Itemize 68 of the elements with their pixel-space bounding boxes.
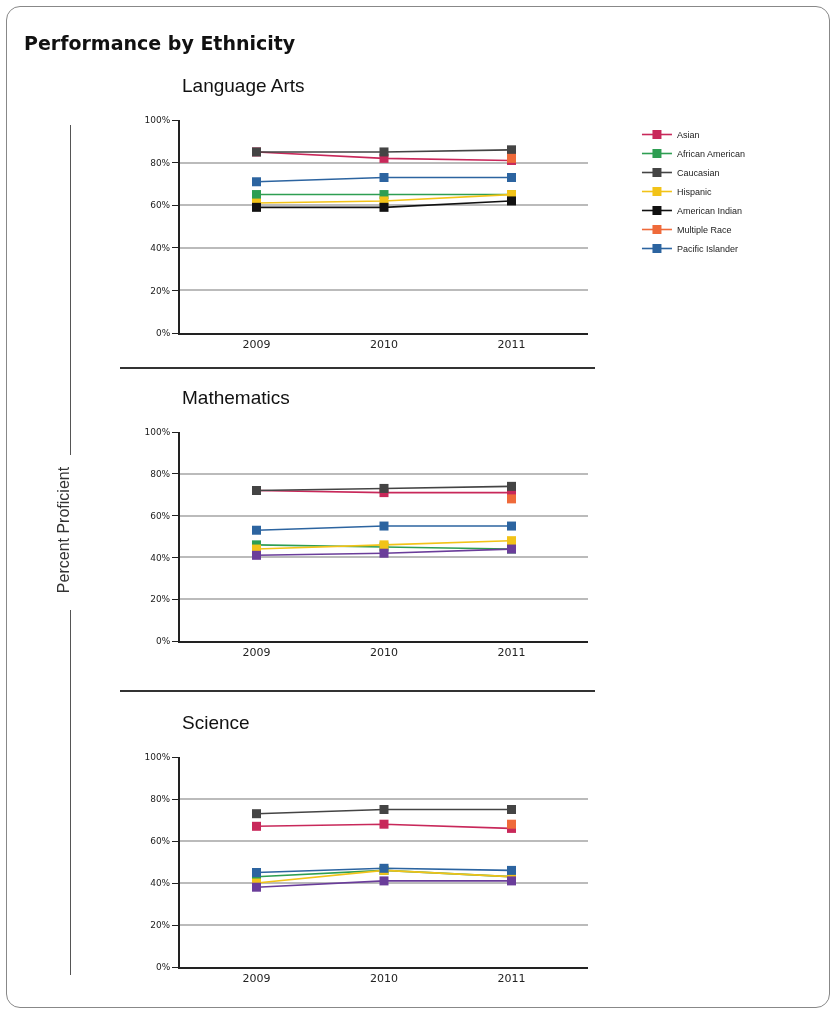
point: [379, 147, 389, 157]
x-tick-label: 2009: [242, 646, 271, 660]
chart-subtitle: Science: [182, 712, 250, 733]
point: [252, 202, 261, 212]
x-tick-label: 2011: [497, 646, 526, 660]
point: [252, 809, 261, 819]
point: [252, 868, 261, 877]
y-tick-label: 20%: [150, 594, 171, 605]
point: [507, 876, 516, 886]
chart-title: Performance by Ethnicity: [24, 31, 296, 54]
y-tick-label: 20%: [150, 285, 171, 296]
y-tick-label: 80%: [150, 157, 171, 168]
legend-label: Multiple Race: [676, 225, 732, 236]
point: [379, 483, 389, 493]
point: [507, 196, 516, 206]
y-tick-label: 80%: [150, 468, 171, 479]
legend-label: Asian: [676, 130, 700, 141]
point: [507, 805, 516, 814]
point: [252, 821, 261, 831]
x-tick-label: 2009: [242, 338, 271, 352]
x-tick-label: 2010: [370, 338, 398, 352]
y-tick-label: 40%: [150, 878, 171, 889]
point: [379, 173, 389, 183]
point: [507, 481, 516, 491]
point: [379, 202, 389, 212]
y-tick-label: 60%: [150, 836, 171, 847]
point: [379, 876, 389, 886]
point: [252, 190, 261, 200]
point: [507, 819, 516, 829]
y-tick-label: 0%: [155, 328, 171, 339]
x-tick-label: 2010: [370, 972, 398, 986]
x-tick-label: 2011: [497, 972, 526, 986]
legend-label: Pacific Islander: [676, 244, 738, 255]
point: [379, 819, 389, 829]
point: [252, 177, 261, 187]
y-tick-label: 100%: [144, 427, 171, 438]
point: [252, 525, 261, 535]
point: [507, 521, 516, 531]
point: [252, 882, 261, 892]
x-tick-label: 2011: [497, 338, 526, 352]
chart-subtitle: Mathematics: [182, 387, 290, 408]
point: [252, 550, 261, 560]
y-tick-label: 40%: [150, 552, 171, 563]
legend-label: Caucasian: [676, 168, 720, 179]
point: [507, 865, 516, 875]
x-tick-label: 2010: [370, 646, 398, 660]
point: [507, 145, 516, 155]
y-tick-label: 100%: [144, 115, 171, 126]
y-tick-label: 60%: [150, 510, 171, 521]
chart-subtitle: Language Arts: [182, 75, 305, 96]
point: [379, 521, 389, 531]
legend-label: Hispanic: [676, 187, 712, 198]
point: [507, 494, 516, 504]
y-tick-label: 0%: [155, 962, 171, 973]
y-axis-title: Percent Proficient: [55, 466, 73, 594]
y-tick-label: 100%: [144, 752, 171, 763]
y-tick-label: 20%: [150, 920, 171, 931]
point: [507, 536, 516, 546]
y-tick-label: 80%: [150, 794, 171, 805]
y-tick-label: 0%: [155, 636, 171, 647]
point: [379, 548, 389, 558]
point: [379, 805, 389, 814]
y-tick-label: 60%: [150, 200, 171, 211]
y-tick-label: 40%: [150, 242, 171, 253]
legend-label: African American: [676, 149, 745, 160]
x-tick-label: 2009: [242, 972, 271, 986]
legend-label: American Indian: [676, 206, 743, 217]
point: [507, 173, 516, 183]
